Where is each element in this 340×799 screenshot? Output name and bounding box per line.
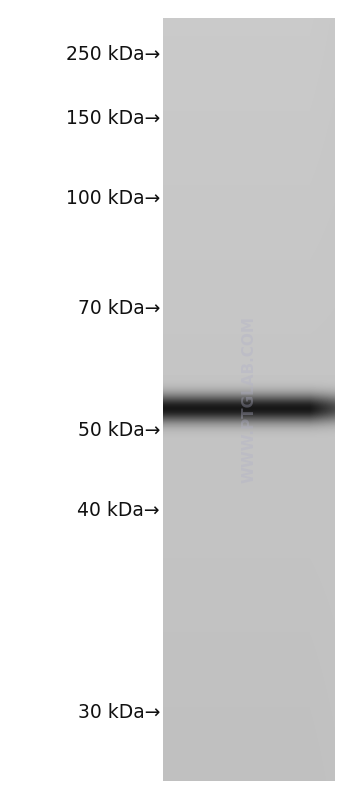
Text: 70 kDa→: 70 kDa→	[78, 299, 160, 317]
Text: 100 kDa→: 100 kDa→	[66, 189, 160, 208]
Text: 40 kDa→: 40 kDa→	[78, 500, 160, 519]
Text: 30 kDa→: 30 kDa→	[78, 703, 160, 722]
Text: WWW.PTGLAB.COM: WWW.PTGLAB.COM	[241, 316, 256, 483]
Text: 250 kDa→: 250 kDa→	[66, 46, 160, 65]
Text: 50 kDa→: 50 kDa→	[78, 420, 160, 439]
Text: 150 kDa→: 150 kDa→	[66, 109, 160, 128]
